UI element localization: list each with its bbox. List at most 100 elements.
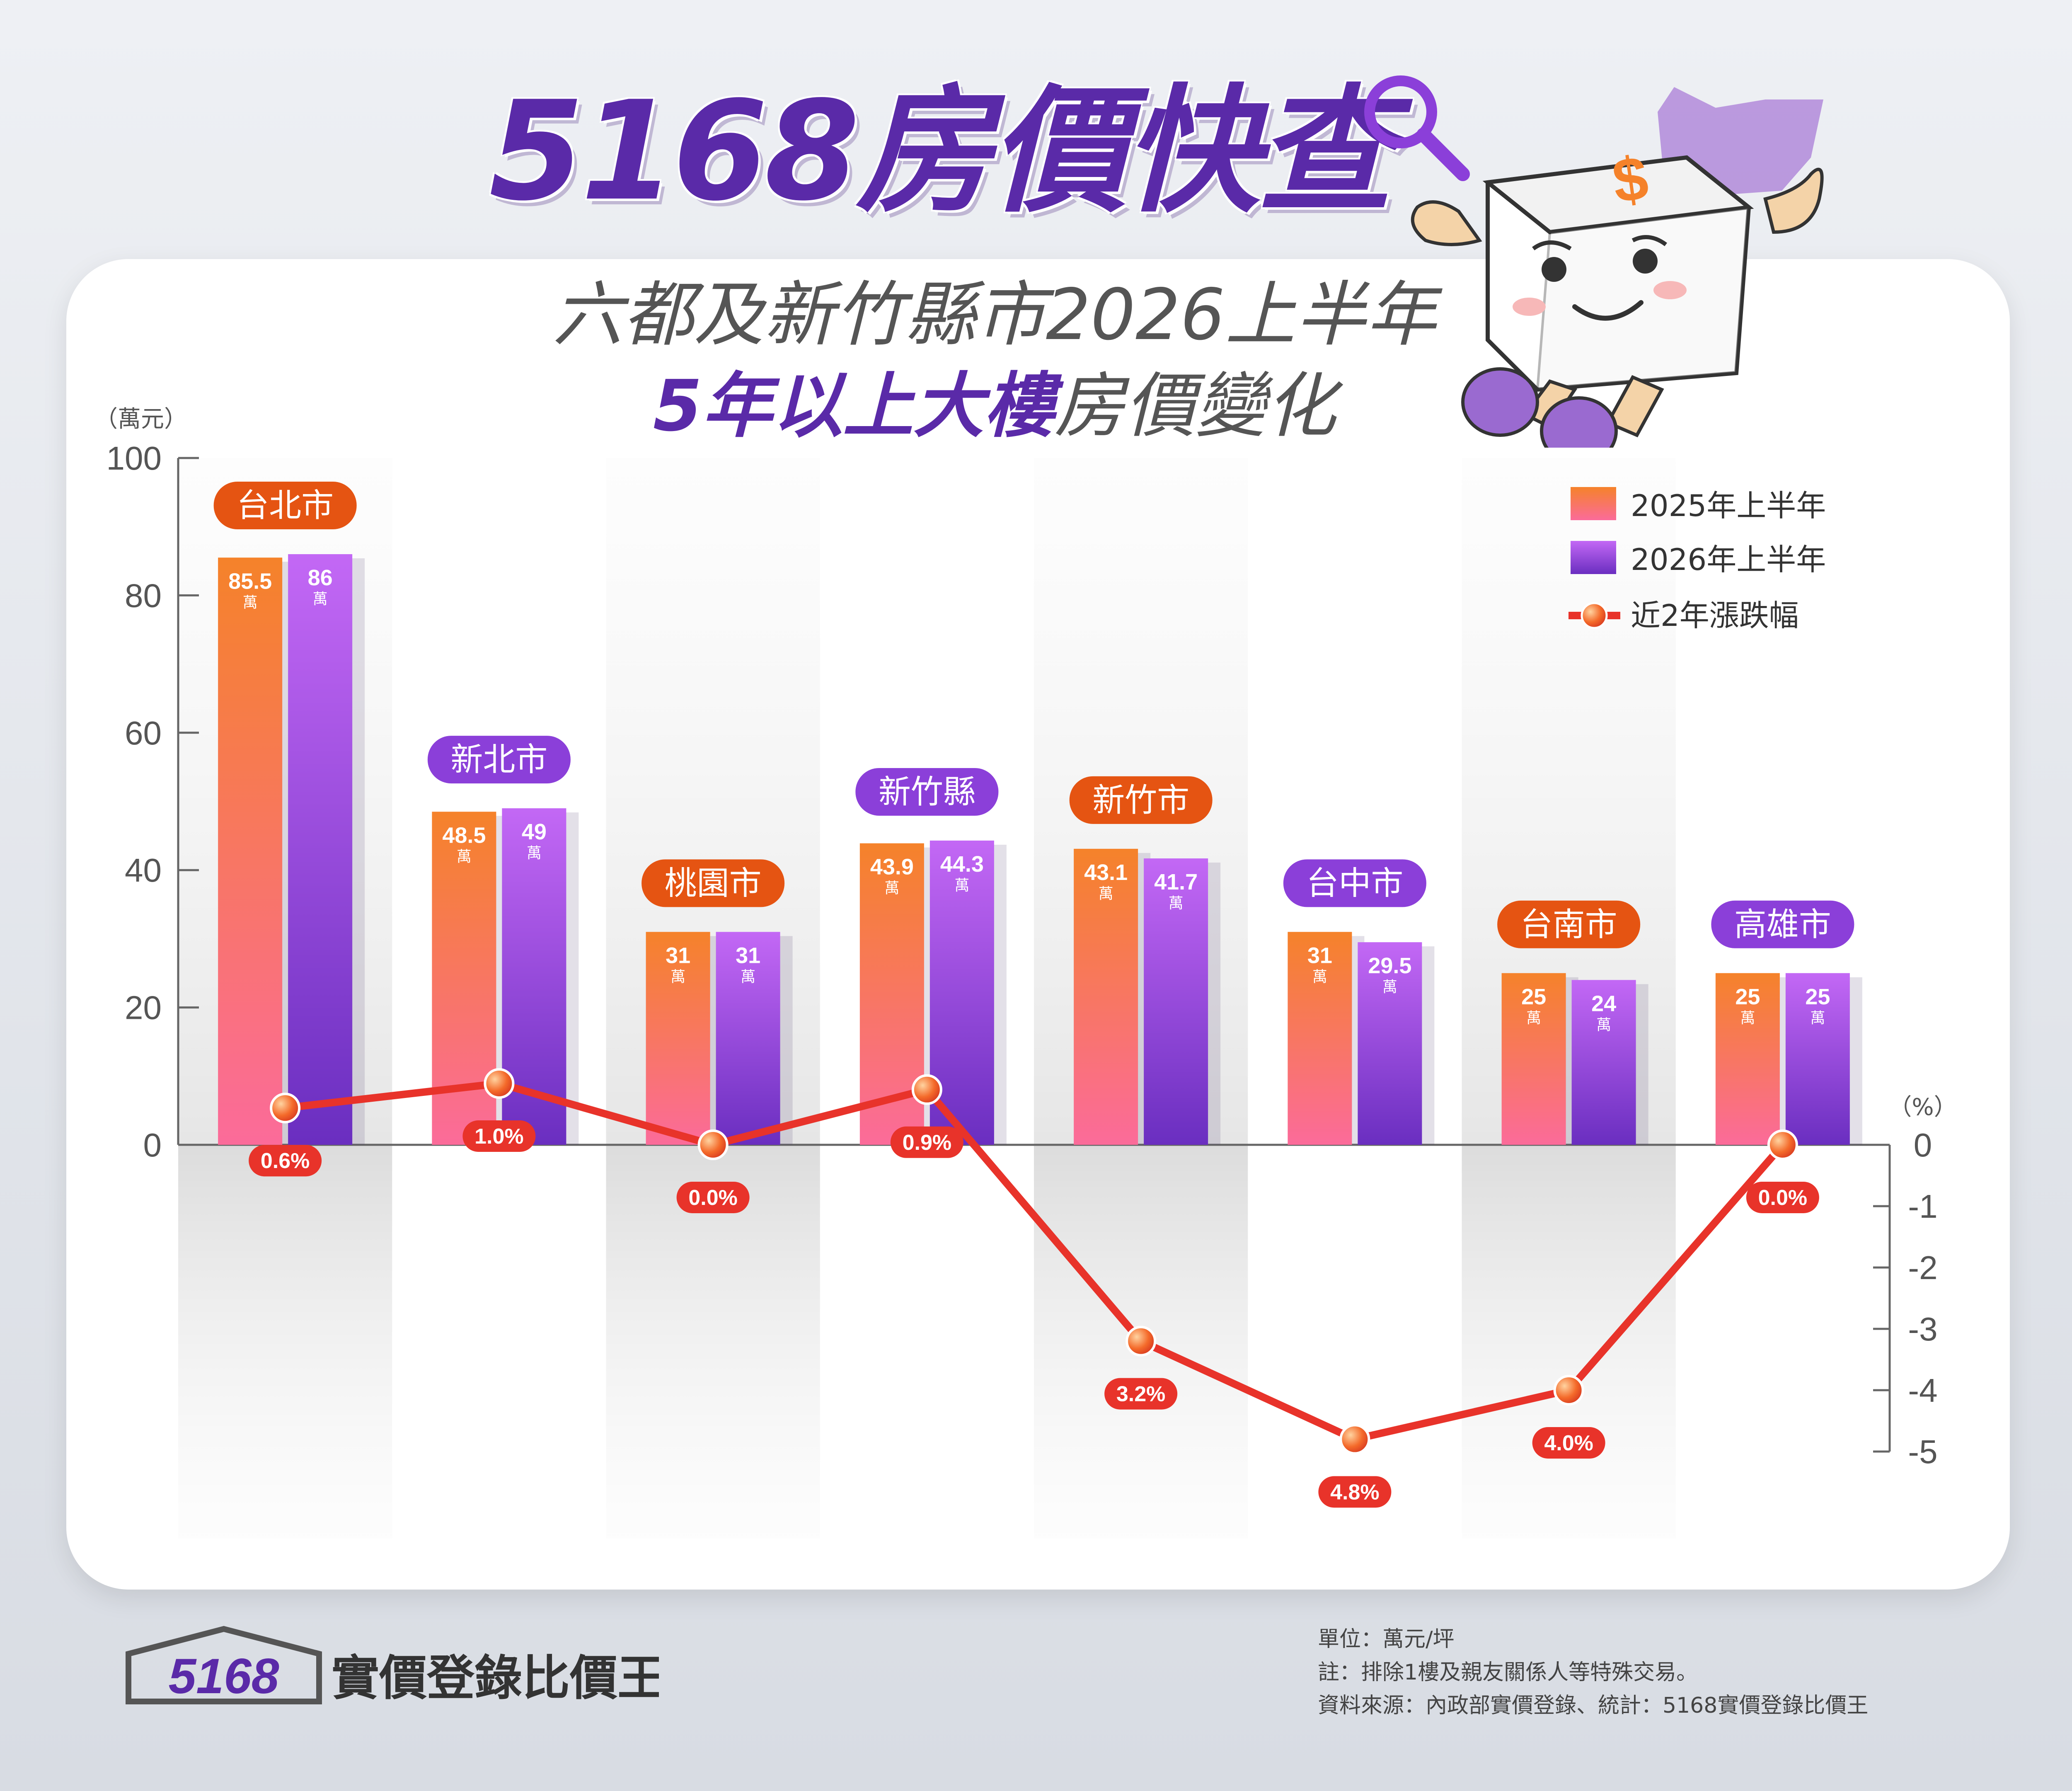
y-right-tick-label: -3 [1908, 1311, 1937, 1347]
subtitle-rest: 房價變化 [1054, 365, 1336, 447]
bar-unit-label: 萬 [741, 968, 755, 985]
bar-value-label: 48.5 [442, 823, 486, 848]
city-badge-label: 新北市 [450, 741, 547, 778]
column-band [1462, 1145, 1676, 1539]
bar-2026 [1785, 973, 1850, 1145]
bar-2026 [1358, 942, 1422, 1145]
bar-2025 [646, 932, 710, 1145]
y-axis-left-unit: （萬元） [94, 406, 187, 433]
bar-unit-label: 萬 [457, 848, 472, 865]
bar-value-label: 31 [736, 943, 760, 968]
y-right-tick-label: 0 [1914, 1127, 1932, 1163]
change-label: 0.0% [1758, 1186, 1808, 1210]
bar-unit-label: 萬 [1099, 885, 1113, 902]
bar-unit-label: 萬 [1596, 1016, 1611, 1033]
change-label-bg [1746, 1182, 1819, 1213]
change-point [1126, 1326, 1157, 1357]
city-badge [427, 736, 571, 784]
bar-2025 [1715, 973, 1780, 1145]
change-point [911, 1074, 942, 1105]
bar-unit-label: 萬 [670, 968, 685, 985]
change-label-bg [1318, 1476, 1392, 1508]
legend-label-change: 近2年漲跌幅 [1631, 598, 1799, 633]
city-badge-label: 台中市 [1306, 865, 1403, 902]
bar-unit-label: 萬 [1526, 1010, 1541, 1027]
bar-2025 [1074, 848, 1138, 1145]
legend-label-2025: 2025年上半年 [1631, 488, 1826, 523]
bar-unit-label: 萬 [527, 845, 542, 862]
note-unit: 單位：萬元/坪 [1318, 1627, 1455, 1652]
bar-2025 [1288, 932, 1352, 1145]
bar-value-label: 86 [308, 565, 333, 590]
change-label: 3.2% [1116, 1382, 1166, 1406]
bar-unit-label: 萬 [1169, 895, 1184, 912]
city-badge [1497, 900, 1641, 948]
legend-line-dot [1581, 602, 1608, 629]
change-label-bg [249, 1145, 322, 1177]
bar-value-label: 25 [1805, 984, 1830, 1009]
city-badge-label: 桃園市 [665, 865, 762, 902]
change-label: 0.6% [261, 1149, 310, 1173]
column-band [606, 458, 820, 1145]
city-badge [1069, 776, 1213, 824]
change-line [285, 1080, 1786, 1443]
bar-2026 [716, 932, 780, 1145]
footer-logo: 5168 實價登錄比價王 [126, 1626, 659, 1706]
city-badge-label: 新竹市 [1092, 782, 1189, 819]
city-badge-label: 台北市 [237, 487, 334, 524]
change-point [484, 1068, 515, 1099]
column-band [1462, 458, 1676, 1145]
y-tick-label: 60 [125, 715, 162, 751]
y-right-tick-label: -2 [1908, 1249, 1937, 1286]
bar-2025 [1501, 973, 1566, 1145]
footer-logo-text: 實價登錄比價王 [332, 1650, 659, 1706]
legend-label-2026: 2026年上半年 [1631, 542, 1826, 577]
legend-swatch-2025 [1571, 487, 1616, 520]
bar-value-label: 31 [666, 943, 690, 968]
bar-value-label: 31 [1307, 943, 1332, 968]
bar-2026 [1144, 858, 1208, 1145]
change-label-bg [890, 1126, 963, 1158]
city-badge [641, 859, 785, 907]
city-badge-label: 高雄市 [1734, 906, 1831, 943]
note-source: 資料來源：內政部實價登錄、統計：5168實價登錄比價王 [1318, 1693, 1869, 1718]
note-exclusion: 註：排除1樓及親友關係人等特殊交易。 [1318, 1660, 1698, 1685]
bar-value-label: 25 [1735, 984, 1760, 1009]
chart-subtitle-line1: 六都及新竹縣市2026上半年 [552, 274, 1437, 356]
bar-value-label: 85.5 [228, 569, 272, 594]
change-point [1553, 1375, 1584, 1406]
change-label-bg [676, 1182, 750, 1213]
bar-value-label: 25 [1521, 984, 1546, 1009]
y-right-tick-label: -5 [1908, 1433, 1937, 1470]
y-tick-label: 100 [107, 440, 162, 477]
change-label: 0.0% [688, 1186, 738, 1210]
change-label-bg [1532, 1427, 1605, 1459]
subtitle-highlight: 5年以上大樓 [653, 365, 1055, 447]
change-point [270, 1093, 301, 1124]
bar-value-label: 41.7 [1154, 870, 1198, 894]
bar-value-label: 49 [522, 819, 547, 844]
bar-unit-label: 萬 [1382, 979, 1397, 996]
bar-unit-label: 萬 [243, 594, 258, 611]
bar-unit-label: 萬 [313, 591, 328, 608]
change-point [1767, 1129, 1798, 1160]
y-tick-label: 80 [125, 577, 162, 614]
bar-2026 [1571, 980, 1636, 1145]
change-point [697, 1129, 729, 1160]
bar-value-label: 43.1 [1084, 860, 1128, 885]
bar-unit-label: 萬 [954, 877, 969, 894]
mascot-icon: $ [1411, 87, 1824, 448]
footer-notes: 單位：萬元/坪 註：排除1樓及親友關係人等特殊交易。 資料來源：內政部實價登錄、… [1318, 1623, 2022, 1730]
bar-value-label: 43.9 [870, 855, 914, 880]
bar-value-label: 24 [1591, 991, 1616, 1016]
bar-value-label: 29.5 [1368, 953, 1411, 978]
column-band [178, 1145, 392, 1539]
change-label: 1.0% [474, 1125, 524, 1149]
bar-value-label: 44.3 [940, 852, 984, 877]
change-point [1339, 1424, 1370, 1455]
city-badge [1711, 900, 1854, 948]
magnifier-icon [1364, 75, 1470, 181]
y-tick-label: 0 [143, 1127, 162, 1163]
brand-title: 5168房價快查 [489, 72, 1393, 231]
change-label: 4.8% [1330, 1480, 1380, 1504]
